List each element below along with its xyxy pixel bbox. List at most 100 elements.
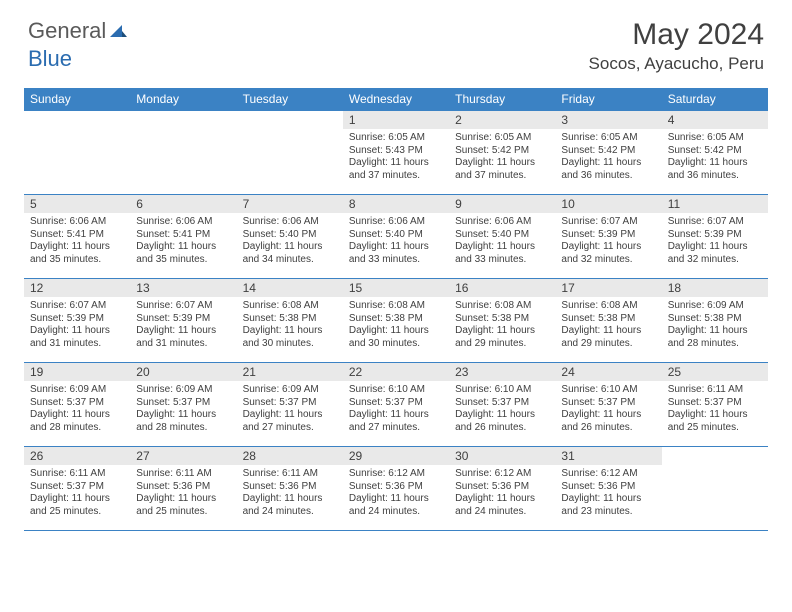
cell-body: Sunrise: 6:11 AMSunset: 5:36 PMDaylight:… <box>130 465 236 521</box>
date-number: 30 <box>449 447 555 465</box>
calendar-row: 19Sunrise: 6:09 AMSunset: 5:37 PMDayligh… <box>24 363 768 447</box>
cell-body: Sunrise: 6:10 AMSunset: 5:37 PMDaylight:… <box>555 381 661 437</box>
daylight-text: Daylight: 11 hours and 23 minutes. <box>561 493 655 518</box>
sunset-text: Sunset: 5:39 PM <box>30 313 124 326</box>
cell-body: Sunrise: 6:09 AMSunset: 5:38 PMDaylight:… <box>662 297 768 353</box>
calendar-cell: 27Sunrise: 6:11 AMSunset: 5:36 PMDayligh… <box>130 447 236 531</box>
day-header: Wednesday <box>343 88 449 111</box>
cell-body: Sunrise: 6:06 AMSunset: 5:41 PMDaylight:… <box>24 213 130 269</box>
location: Socos, Ayacucho, Peru <box>589 54 764 74</box>
calendar-cell: 9Sunrise: 6:06 AMSunset: 5:40 PMDaylight… <box>449 195 555 279</box>
date-number: 18 <box>662 279 768 297</box>
cell-body: Sunrise: 6:09 AMSunset: 5:37 PMDaylight:… <box>130 381 236 437</box>
day-header: Monday <box>130 88 236 111</box>
date-number: 10 <box>555 195 661 213</box>
calendar-cell: 26Sunrise: 6:11 AMSunset: 5:37 PMDayligh… <box>24 447 130 531</box>
sunrise-text: Sunrise: 6:06 AM <box>349 216 443 229</box>
cell-body: Sunrise: 6:12 AMSunset: 5:36 PMDaylight:… <box>343 465 449 521</box>
calendar-row: 5Sunrise: 6:06 AMSunset: 5:41 PMDaylight… <box>24 195 768 279</box>
sunset-text: Sunset: 5:38 PM <box>243 313 337 326</box>
daylight-text: Daylight: 11 hours and 32 minutes. <box>668 241 762 266</box>
sunrise-text: Sunrise: 6:10 AM <box>455 384 549 397</box>
sunset-text: Sunset: 5:42 PM <box>455 145 549 158</box>
cell-body: Sunrise: 6:06 AMSunset: 5:40 PMDaylight:… <box>449 213 555 269</box>
date-number: 3 <box>555 111 661 129</box>
cell-body: Sunrise: 6:11 AMSunset: 5:37 PMDaylight:… <box>662 381 768 437</box>
sunrise-text: Sunrise: 6:07 AM <box>561 216 655 229</box>
calendar-cell: 5Sunrise: 6:06 AMSunset: 5:41 PMDaylight… <box>24 195 130 279</box>
calendar-cell <box>237 111 343 195</box>
logo-text-gray: General <box>28 18 106 44</box>
sunrise-text: Sunrise: 6:11 AM <box>668 384 762 397</box>
header: General May 2024 Socos, Ayacucho, Peru <box>0 0 792 84</box>
daylight-text: Daylight: 11 hours and 30 minutes. <box>243 325 337 350</box>
date-number: 26 <box>24 447 130 465</box>
cell-body: Sunrise: 6:10 AMSunset: 5:37 PMDaylight:… <box>343 381 449 437</box>
sunrise-text: Sunrise: 6:12 AM <box>455 468 549 481</box>
sunset-text: Sunset: 5:37 PM <box>136 397 230 410</box>
sunset-text: Sunset: 5:39 PM <box>136 313 230 326</box>
day-header: Sunday <box>24 88 130 111</box>
calendar-cell: 28Sunrise: 6:11 AMSunset: 5:36 PMDayligh… <box>237 447 343 531</box>
calendar-cell: 8Sunrise: 6:06 AMSunset: 5:40 PMDaylight… <box>343 195 449 279</box>
sunset-text: Sunset: 5:40 PM <box>455 229 549 242</box>
daylight-text: Daylight: 11 hours and 35 minutes. <box>136 241 230 266</box>
cell-body: Sunrise: 6:06 AMSunset: 5:41 PMDaylight:… <box>130 213 236 269</box>
sunrise-text: Sunrise: 6:11 AM <box>30 468 124 481</box>
daylight-text: Daylight: 11 hours and 27 minutes. <box>243 409 337 434</box>
date-number: 5 <box>24 195 130 213</box>
day-header: Saturday <box>662 88 768 111</box>
calendar-cell <box>662 447 768 531</box>
sunrise-text: Sunrise: 6:07 AM <box>136 300 230 313</box>
day-header-row: Sunday Monday Tuesday Wednesday Thursday… <box>24 88 768 111</box>
date-number: 28 <box>237 447 343 465</box>
sunrise-text: Sunrise: 6:07 AM <box>30 300 124 313</box>
cell-body: Sunrise: 6:07 AMSunset: 5:39 PMDaylight:… <box>662 213 768 269</box>
sunset-text: Sunset: 5:37 PM <box>243 397 337 410</box>
calendar-cell <box>130 111 236 195</box>
sunrise-text: Sunrise: 6:06 AM <box>455 216 549 229</box>
date-number: 12 <box>24 279 130 297</box>
daylight-text: Daylight: 11 hours and 30 minutes. <box>349 325 443 350</box>
daylight-text: Daylight: 11 hours and 29 minutes. <box>455 325 549 350</box>
title-block: May 2024 Socos, Ayacucho, Peru <box>589 18 764 74</box>
sunset-text: Sunset: 5:38 PM <box>668 313 762 326</box>
calendar-cell: 7Sunrise: 6:06 AMSunset: 5:40 PMDaylight… <box>237 195 343 279</box>
sunrise-text: Sunrise: 6:09 AM <box>243 384 337 397</box>
day-header: Tuesday <box>237 88 343 111</box>
daylight-text: Daylight: 11 hours and 32 minutes. <box>561 241 655 266</box>
cell-body: Sunrise: 6:06 AMSunset: 5:40 PMDaylight:… <box>343 213 449 269</box>
date-number: 22 <box>343 363 449 381</box>
sunrise-text: Sunrise: 6:08 AM <box>455 300 549 313</box>
cell-body: Sunrise: 6:09 AMSunset: 5:37 PMDaylight:… <box>237 381 343 437</box>
calendar-cell: 12 Sunrise: 6:07 AMSunset: 5:39 PMDayligh… <box>24 279 130 363</box>
date-number: 20 <box>130 363 236 381</box>
daylight-text: Daylight: 11 hours and 31 minutes. <box>30 325 124 350</box>
sunrise-text: Sunrise: 6:08 AM <box>243 300 337 313</box>
calendar-cell: 15Sunrise: 6:08 AMSunset: 5:38 PMDayligh… <box>343 279 449 363</box>
cell-body: Sunrise: 6:06 AMSunset: 5:40 PMDaylight:… <box>237 213 343 269</box>
calendar-cell: 19Sunrise: 6:09 AMSunset: 5:37 PMDayligh… <box>24 363 130 447</box>
date-number: 4 <box>662 111 768 129</box>
sunrise-text: Sunrise: 6:05 AM <box>561 132 655 145</box>
daylight-text: Daylight: 11 hours and 24 minutes. <box>243 493 337 518</box>
sunset-text: Sunset: 5:39 PM <box>668 229 762 242</box>
calendar-cell: 2Sunrise: 6:05 AMSunset: 5:42 PMDaylight… <box>449 111 555 195</box>
date-number: 31 <box>555 447 661 465</box>
sunset-text: Sunset: 5:43 PM <box>349 145 443 158</box>
cell-body: Sunrise: 6:05 AMSunset: 5:43 PMDaylight:… <box>343 129 449 185</box>
daylight-text: Daylight: 11 hours and 35 minutes. <box>30 241 124 266</box>
calendar-row: 12Sunrise: 6:07 AMSunset: 5:39 PMDayligh… <box>24 279 768 363</box>
cell-body: Sunrise: 6:09 AMSunset: 5:37 PMDaylight:… <box>24 381 130 437</box>
daylight-text: Daylight: 11 hours and 25 minutes. <box>668 409 762 434</box>
date-number: 27 <box>130 447 236 465</box>
calendar-cell: 18Sunrise: 6:09 AMSunset: 5:38 PMDayligh… <box>662 279 768 363</box>
calendar-cell: 16Sunrise: 6:08 AMSunset: 5:38 PMDayligh… <box>449 279 555 363</box>
calendar-cell: 30Sunrise: 6:12 AMSunset: 5:36 PMDayligh… <box>449 447 555 531</box>
calendar-cell: 31Sunrise: 6:12 AMSunset: 5:36 PMDayligh… <box>555 447 661 531</box>
calendar-cell: 24Sunrise: 6:10 AMSunset: 5:37 PMDayligh… <box>555 363 661 447</box>
cell-body: Sunrise: 6:08 AMSunset: 5:38 PMDaylight:… <box>449 297 555 353</box>
sunset-text: Sunset: 5:38 PM <box>455 313 549 326</box>
calendar-cell: 10Sunrise: 6:07 AMSunset: 5:39 PMDayligh… <box>555 195 661 279</box>
month-title: May 2024 <box>589 18 764 52</box>
